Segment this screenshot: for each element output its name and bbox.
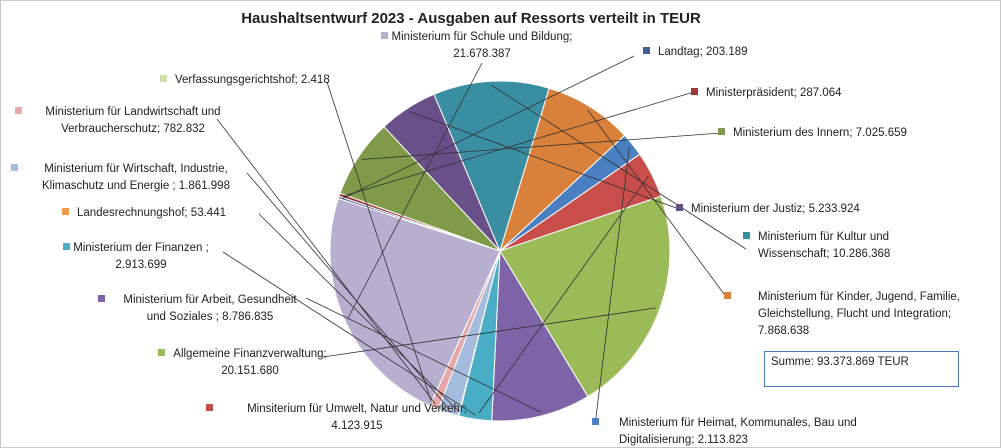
leader-line <box>222 251 477 416</box>
label-color-marker <box>206 404 213 411</box>
leader-line <box>322 307 656 358</box>
slice-label: Verbraucherschutz; 782.832 <box>61 123 205 135</box>
leader-line <box>343 91 695 197</box>
slice-label: Ministerium der Finanzen ; <box>73 242 209 254</box>
leader-line <box>478 176 649 414</box>
slice-label: Ministerpräsident; 287.064 <box>706 87 842 99</box>
leader-line <box>594 146 630 426</box>
leader-line <box>409 111 680 210</box>
label-color-marker <box>718 128 725 135</box>
slice-label: Allgemeine Finanzverwaltung; <box>173 348 326 360</box>
label-color-marker <box>643 47 650 54</box>
leader-line <box>361 132 722 160</box>
slice-label: 7.868.638 <box>758 325 809 337</box>
leader-line <box>258 213 460 413</box>
slice-label: Ministerium für Kinder, Jugend, Familie, <box>758 291 960 303</box>
pie-slice <box>329 197 501 407</box>
slice-label: 20.151.680 <box>221 365 279 377</box>
label-color-marker <box>63 243 70 250</box>
slice-labels: Landtag; 203.189 Ministerpräsident; 287.0… <box>11 31 960 446</box>
slice-label: 2.913.699 <box>115 259 166 271</box>
label-color-marker <box>11 164 18 171</box>
slice-label: Ministerium der Justiz; 5.233.924 <box>691 203 860 215</box>
slice-label: Ministerium für Arbeit, Gesundheit <box>123 294 297 306</box>
slice-label: Wissenschaft; 10.286.368 <box>758 248 890 260</box>
slice-label: Ministerium des Innern; 7.025.659 <box>733 127 907 139</box>
slice-label: Digitalisierung; 2.113.823 <box>619 434 748 446</box>
slice-label: Ministerium für Kultur und <box>758 231 889 243</box>
slice-label: Gleichstellung, Flucht und Integration; <box>758 308 951 320</box>
leader-line <box>587 109 728 299</box>
pie-slice <box>499 195 671 398</box>
leader-line <box>216 118 436 405</box>
slice-label: Verfassungsgerichtshof; 2.418 <box>175 74 330 86</box>
slice-label: und Soziales ; 8.786.835 <box>147 311 274 323</box>
summary-box: Summe: 93.373.869 TEUR <box>764 351 959 387</box>
label-color-marker <box>160 75 167 82</box>
leader-lines <box>216 55 747 426</box>
slice-label: Landtag; 203.189 <box>658 46 748 58</box>
leader-line <box>326 81 432 403</box>
leader-line <box>347 62 483 319</box>
label-color-marker <box>691 88 698 95</box>
slice-label: Ministerium für Heimat, Kommunales, Bau … <box>619 417 857 429</box>
label-color-marker <box>381 32 388 39</box>
pie-slice <box>491 249 589 422</box>
slice-label: Ministerium für Landwirtschaft und <box>45 106 220 118</box>
slice-label: Landesrechnungshof; 53.441 <box>77 207 226 219</box>
slice-label: Klimaschutz und Energie ; 1.861.998 <box>42 180 230 192</box>
leader-line <box>342 55 635 199</box>
slice-label: 21.678.387 <box>453 48 511 60</box>
slice-label: Ministerium für Schule und Bildung; <box>392 31 573 43</box>
label-color-marker <box>62 208 69 215</box>
label-color-marker <box>724 292 731 299</box>
label-color-marker <box>98 295 105 302</box>
leader-line <box>305 297 541 413</box>
slice-label: Minsiterium für Umwelt, Natur und Verkeh… <box>247 403 467 415</box>
chart-title: Haushaltsentwurf 2023 - Ausgaben auf Res… <box>241 10 701 27</box>
label-color-marker <box>15 107 22 114</box>
pie-slice <box>433 80 550 253</box>
leader-line <box>246 172 450 410</box>
label-color-marker <box>676 204 683 211</box>
label-color-marker <box>158 349 165 356</box>
slice-label: Ministerium für Wirtschaft, Industrie, <box>44 163 227 175</box>
pie-slices <box>329 80 671 422</box>
leader-line <box>491 84 747 250</box>
slice-label: 4.123.915 <box>331 420 382 432</box>
label-color-marker <box>592 418 599 425</box>
pie-slice <box>498 87 626 253</box>
label-color-marker <box>743 232 750 239</box>
